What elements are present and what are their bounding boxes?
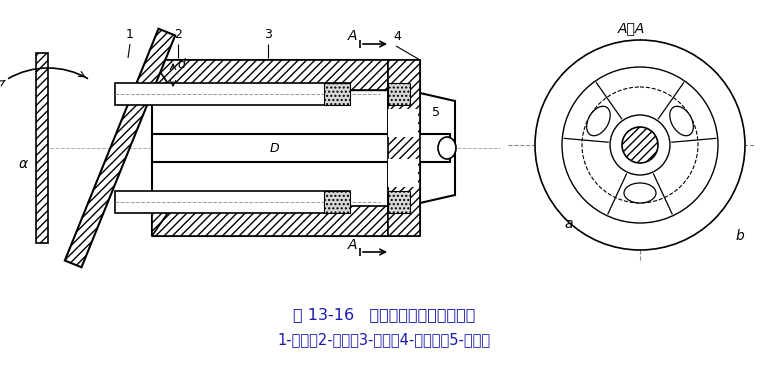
Ellipse shape xyxy=(535,40,745,250)
Text: d: d xyxy=(177,58,185,71)
Polygon shape xyxy=(152,134,450,162)
Text: 1: 1 xyxy=(126,28,134,41)
Ellipse shape xyxy=(622,127,658,163)
Polygon shape xyxy=(152,60,388,90)
Text: A: A xyxy=(348,29,358,43)
Text: b: b xyxy=(735,229,744,243)
Polygon shape xyxy=(152,60,167,90)
Ellipse shape xyxy=(610,115,670,175)
Text: D: D xyxy=(270,142,280,155)
Text: 4: 4 xyxy=(393,30,401,43)
Polygon shape xyxy=(65,29,175,267)
Polygon shape xyxy=(420,93,455,203)
Text: 3: 3 xyxy=(264,28,272,41)
Ellipse shape xyxy=(438,137,456,159)
Polygon shape xyxy=(388,191,410,213)
Ellipse shape xyxy=(562,67,718,223)
Ellipse shape xyxy=(670,106,694,136)
Polygon shape xyxy=(324,191,350,213)
Text: α: α xyxy=(18,157,28,171)
Text: 5: 5 xyxy=(432,106,440,119)
Text: A: A xyxy=(348,238,358,252)
Text: a: a xyxy=(564,217,572,231)
Text: 2: 2 xyxy=(174,28,182,41)
Polygon shape xyxy=(388,83,410,105)
Polygon shape xyxy=(115,83,350,105)
Polygon shape xyxy=(388,60,420,236)
Ellipse shape xyxy=(624,183,656,203)
Text: 1-斜盘；2-柱塞；3-缸体；4-配油盘；5-传动轴: 1-斜盘；2-柱塞；3-缸体；4-配油盘；5-传动轴 xyxy=(278,333,491,348)
Text: 图 13-16   轴向柱塞泵的工作原理图: 图 13-16 轴向柱塞泵的工作原理图 xyxy=(293,308,475,322)
Polygon shape xyxy=(115,191,350,213)
Polygon shape xyxy=(152,206,167,236)
Polygon shape xyxy=(324,83,350,105)
Ellipse shape xyxy=(587,106,611,136)
Bar xyxy=(388,109,418,137)
Bar xyxy=(388,159,418,187)
Text: A－A: A－A xyxy=(618,21,645,35)
Polygon shape xyxy=(36,53,48,243)
Polygon shape xyxy=(152,206,388,236)
